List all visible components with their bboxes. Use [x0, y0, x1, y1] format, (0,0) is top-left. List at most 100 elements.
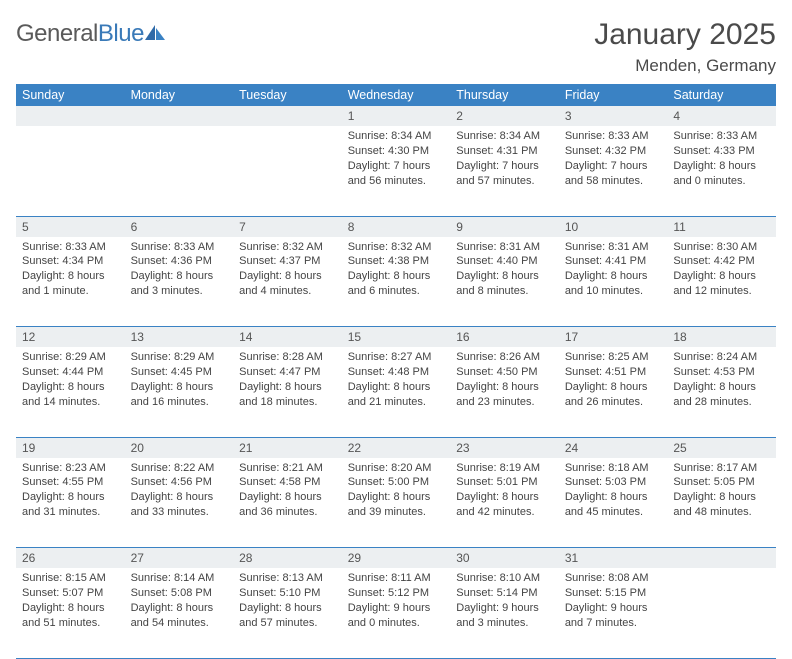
day-text	[233, 126, 342, 133]
day-number: 17	[559, 327, 668, 347]
day-cell: Sunrise: 8:28 AM Sunset: 4:47 PM Dayligh…	[233, 347, 342, 437]
day-number: 13	[125, 327, 234, 347]
day-cell: Sunrise: 8:32 AM Sunset: 4:37 PM Dayligh…	[233, 237, 342, 327]
weekday-header: Wednesday	[342, 84, 451, 106]
day-number: 5	[16, 217, 125, 237]
day-cell: Sunrise: 8:33 AM Sunset: 4:33 PM Dayligh…	[667, 126, 776, 216]
day-number: 24	[559, 438, 668, 458]
calendar-table: Sunday Monday Tuesday Wednesday Thursday…	[16, 84, 776, 659]
header: GeneralBlue January 2025 Menden, Germany	[16, 20, 776, 76]
day-number-cell: 9	[450, 216, 559, 237]
day-text-row: Sunrise: 8:15 AM Sunset: 5:07 PM Dayligh…	[16, 568, 776, 658]
day-number: 3	[559, 106, 668, 126]
day-text: Sunrise: 8:32 AM Sunset: 4:38 PM Dayligh…	[342, 237, 451, 303]
day-number: 8	[342, 217, 451, 237]
day-text: Sunrise: 8:10 AM Sunset: 5:14 PM Dayligh…	[450, 568, 559, 634]
day-text: Sunrise: 8:27 AM Sunset: 4:48 PM Dayligh…	[342, 347, 451, 413]
day-number	[233, 106, 342, 112]
day-number-cell: 13	[125, 327, 234, 348]
day-cell: Sunrise: 8:33 AM Sunset: 4:34 PM Dayligh…	[16, 237, 125, 327]
day-cell: Sunrise: 8:34 AM Sunset: 4:31 PM Dayligh…	[450, 126, 559, 216]
day-number-cell: 2	[450, 106, 559, 126]
day-cell: Sunrise: 8:30 AM Sunset: 4:42 PM Dayligh…	[667, 237, 776, 327]
title-block: January 2025 Menden, Germany	[594, 20, 776, 76]
day-text: Sunrise: 8:31 AM Sunset: 4:40 PM Dayligh…	[450, 237, 559, 303]
day-text: Sunrise: 8:34 AM Sunset: 4:30 PM Dayligh…	[342, 126, 451, 192]
day-cell: Sunrise: 8:19 AM Sunset: 5:01 PM Dayligh…	[450, 458, 559, 548]
day-text-row: Sunrise: 8:33 AM Sunset: 4:34 PM Dayligh…	[16, 237, 776, 327]
day-cell: Sunrise: 8:27 AM Sunset: 4:48 PM Dayligh…	[342, 347, 451, 437]
day-text-row: Sunrise: 8:34 AM Sunset: 4:30 PM Dayligh…	[16, 126, 776, 216]
day-number-cell: 10	[559, 216, 668, 237]
day-text: Sunrise: 8:22 AM Sunset: 4:56 PM Dayligh…	[125, 458, 234, 524]
day-text: Sunrise: 8:33 AM Sunset: 4:33 PM Dayligh…	[667, 126, 776, 192]
day-cell	[667, 568, 776, 658]
day-text: Sunrise: 8:25 AM Sunset: 4:51 PM Dayligh…	[559, 347, 668, 413]
day-text: Sunrise: 8:20 AM Sunset: 5:00 PM Dayligh…	[342, 458, 451, 524]
day-number: 19	[16, 438, 125, 458]
day-number-cell: 15	[342, 327, 451, 348]
day-text: Sunrise: 8:33 AM Sunset: 4:36 PM Dayligh…	[125, 237, 234, 303]
logo-word1: General	[16, 20, 98, 47]
day-number: 14	[233, 327, 342, 347]
day-text: Sunrise: 8:17 AM Sunset: 5:05 PM Dayligh…	[667, 458, 776, 524]
day-text: Sunrise: 8:28 AM Sunset: 4:47 PM Dayligh…	[233, 347, 342, 413]
day-text: Sunrise: 8:32 AM Sunset: 4:37 PM Dayligh…	[233, 237, 342, 303]
day-text: Sunrise: 8:29 AM Sunset: 4:44 PM Dayligh…	[16, 347, 125, 413]
day-text: Sunrise: 8:34 AM Sunset: 4:31 PM Dayligh…	[450, 126, 559, 192]
day-text	[16, 126, 125, 133]
day-cell	[233, 126, 342, 216]
day-text: Sunrise: 8:11 AM Sunset: 5:12 PM Dayligh…	[342, 568, 451, 634]
day-text: Sunrise: 8:21 AM Sunset: 4:58 PM Dayligh…	[233, 458, 342, 524]
day-number-cell: 20	[125, 437, 234, 458]
day-number: 1	[342, 106, 451, 126]
weekday-header: Monday	[125, 84, 234, 106]
day-number	[16, 106, 125, 112]
day-number-row: 12131415161718	[16, 327, 776, 348]
day-number-row: 567891011	[16, 216, 776, 237]
day-number-cell: 17	[559, 327, 668, 348]
day-cell: Sunrise: 8:10 AM Sunset: 5:14 PM Dayligh…	[450, 568, 559, 658]
day-number-cell: 23	[450, 437, 559, 458]
day-number	[125, 106, 234, 112]
day-number-cell	[16, 106, 125, 126]
day-number-cell: 27	[125, 548, 234, 569]
day-number-row: 1234	[16, 106, 776, 126]
day-number-cell: 3	[559, 106, 668, 126]
day-number-cell: 29	[342, 548, 451, 569]
day-text: Sunrise: 8:29 AM Sunset: 4:45 PM Dayligh…	[125, 347, 234, 413]
day-text-row: Sunrise: 8:29 AM Sunset: 4:44 PM Dayligh…	[16, 347, 776, 437]
day-number-cell: 30	[450, 548, 559, 569]
weekday-header: Friday	[559, 84, 668, 106]
day-cell: Sunrise: 8:17 AM Sunset: 5:05 PM Dayligh…	[667, 458, 776, 548]
day-number-cell: 8	[342, 216, 451, 237]
day-text: Sunrise: 8:19 AM Sunset: 5:01 PM Dayligh…	[450, 458, 559, 524]
day-cell: Sunrise: 8:31 AM Sunset: 4:41 PM Dayligh…	[559, 237, 668, 327]
day-number-cell: 7	[233, 216, 342, 237]
month-title: January 2025	[594, 20, 776, 50]
day-text: Sunrise: 8:23 AM Sunset: 4:55 PM Dayligh…	[16, 458, 125, 524]
day-cell: Sunrise: 8:23 AM Sunset: 4:55 PM Dayligh…	[16, 458, 125, 548]
day-text: Sunrise: 8:33 AM Sunset: 4:32 PM Dayligh…	[559, 126, 668, 192]
day-number: 16	[450, 327, 559, 347]
day-number: 28	[233, 548, 342, 568]
day-number: 30	[450, 548, 559, 568]
day-cell	[125, 126, 234, 216]
day-number: 10	[559, 217, 668, 237]
day-number: 23	[450, 438, 559, 458]
weekday-header-row: Sunday Monday Tuesday Wednesday Thursday…	[16, 84, 776, 106]
day-number: 18	[667, 327, 776, 347]
calendar-body: 1234Sunrise: 8:34 AM Sunset: 4:30 PM Day…	[16, 106, 776, 658]
logo-text: GeneralBlue	[16, 20, 144, 48]
day-number-row: 262728293031	[16, 548, 776, 569]
day-cell: Sunrise: 8:13 AM Sunset: 5:10 PM Dayligh…	[233, 568, 342, 658]
logo: GeneralBlue	[16, 20, 166, 48]
day-number: 2	[450, 106, 559, 126]
day-text: Sunrise: 8:18 AM Sunset: 5:03 PM Dayligh…	[559, 458, 668, 524]
day-cell: Sunrise: 8:18 AM Sunset: 5:03 PM Dayligh…	[559, 458, 668, 548]
day-number: 6	[125, 217, 234, 237]
day-number-cell: 1	[342, 106, 451, 126]
day-number-cell	[667, 548, 776, 569]
day-number-cell: 28	[233, 548, 342, 569]
location: Menden, Germany	[594, 56, 776, 76]
